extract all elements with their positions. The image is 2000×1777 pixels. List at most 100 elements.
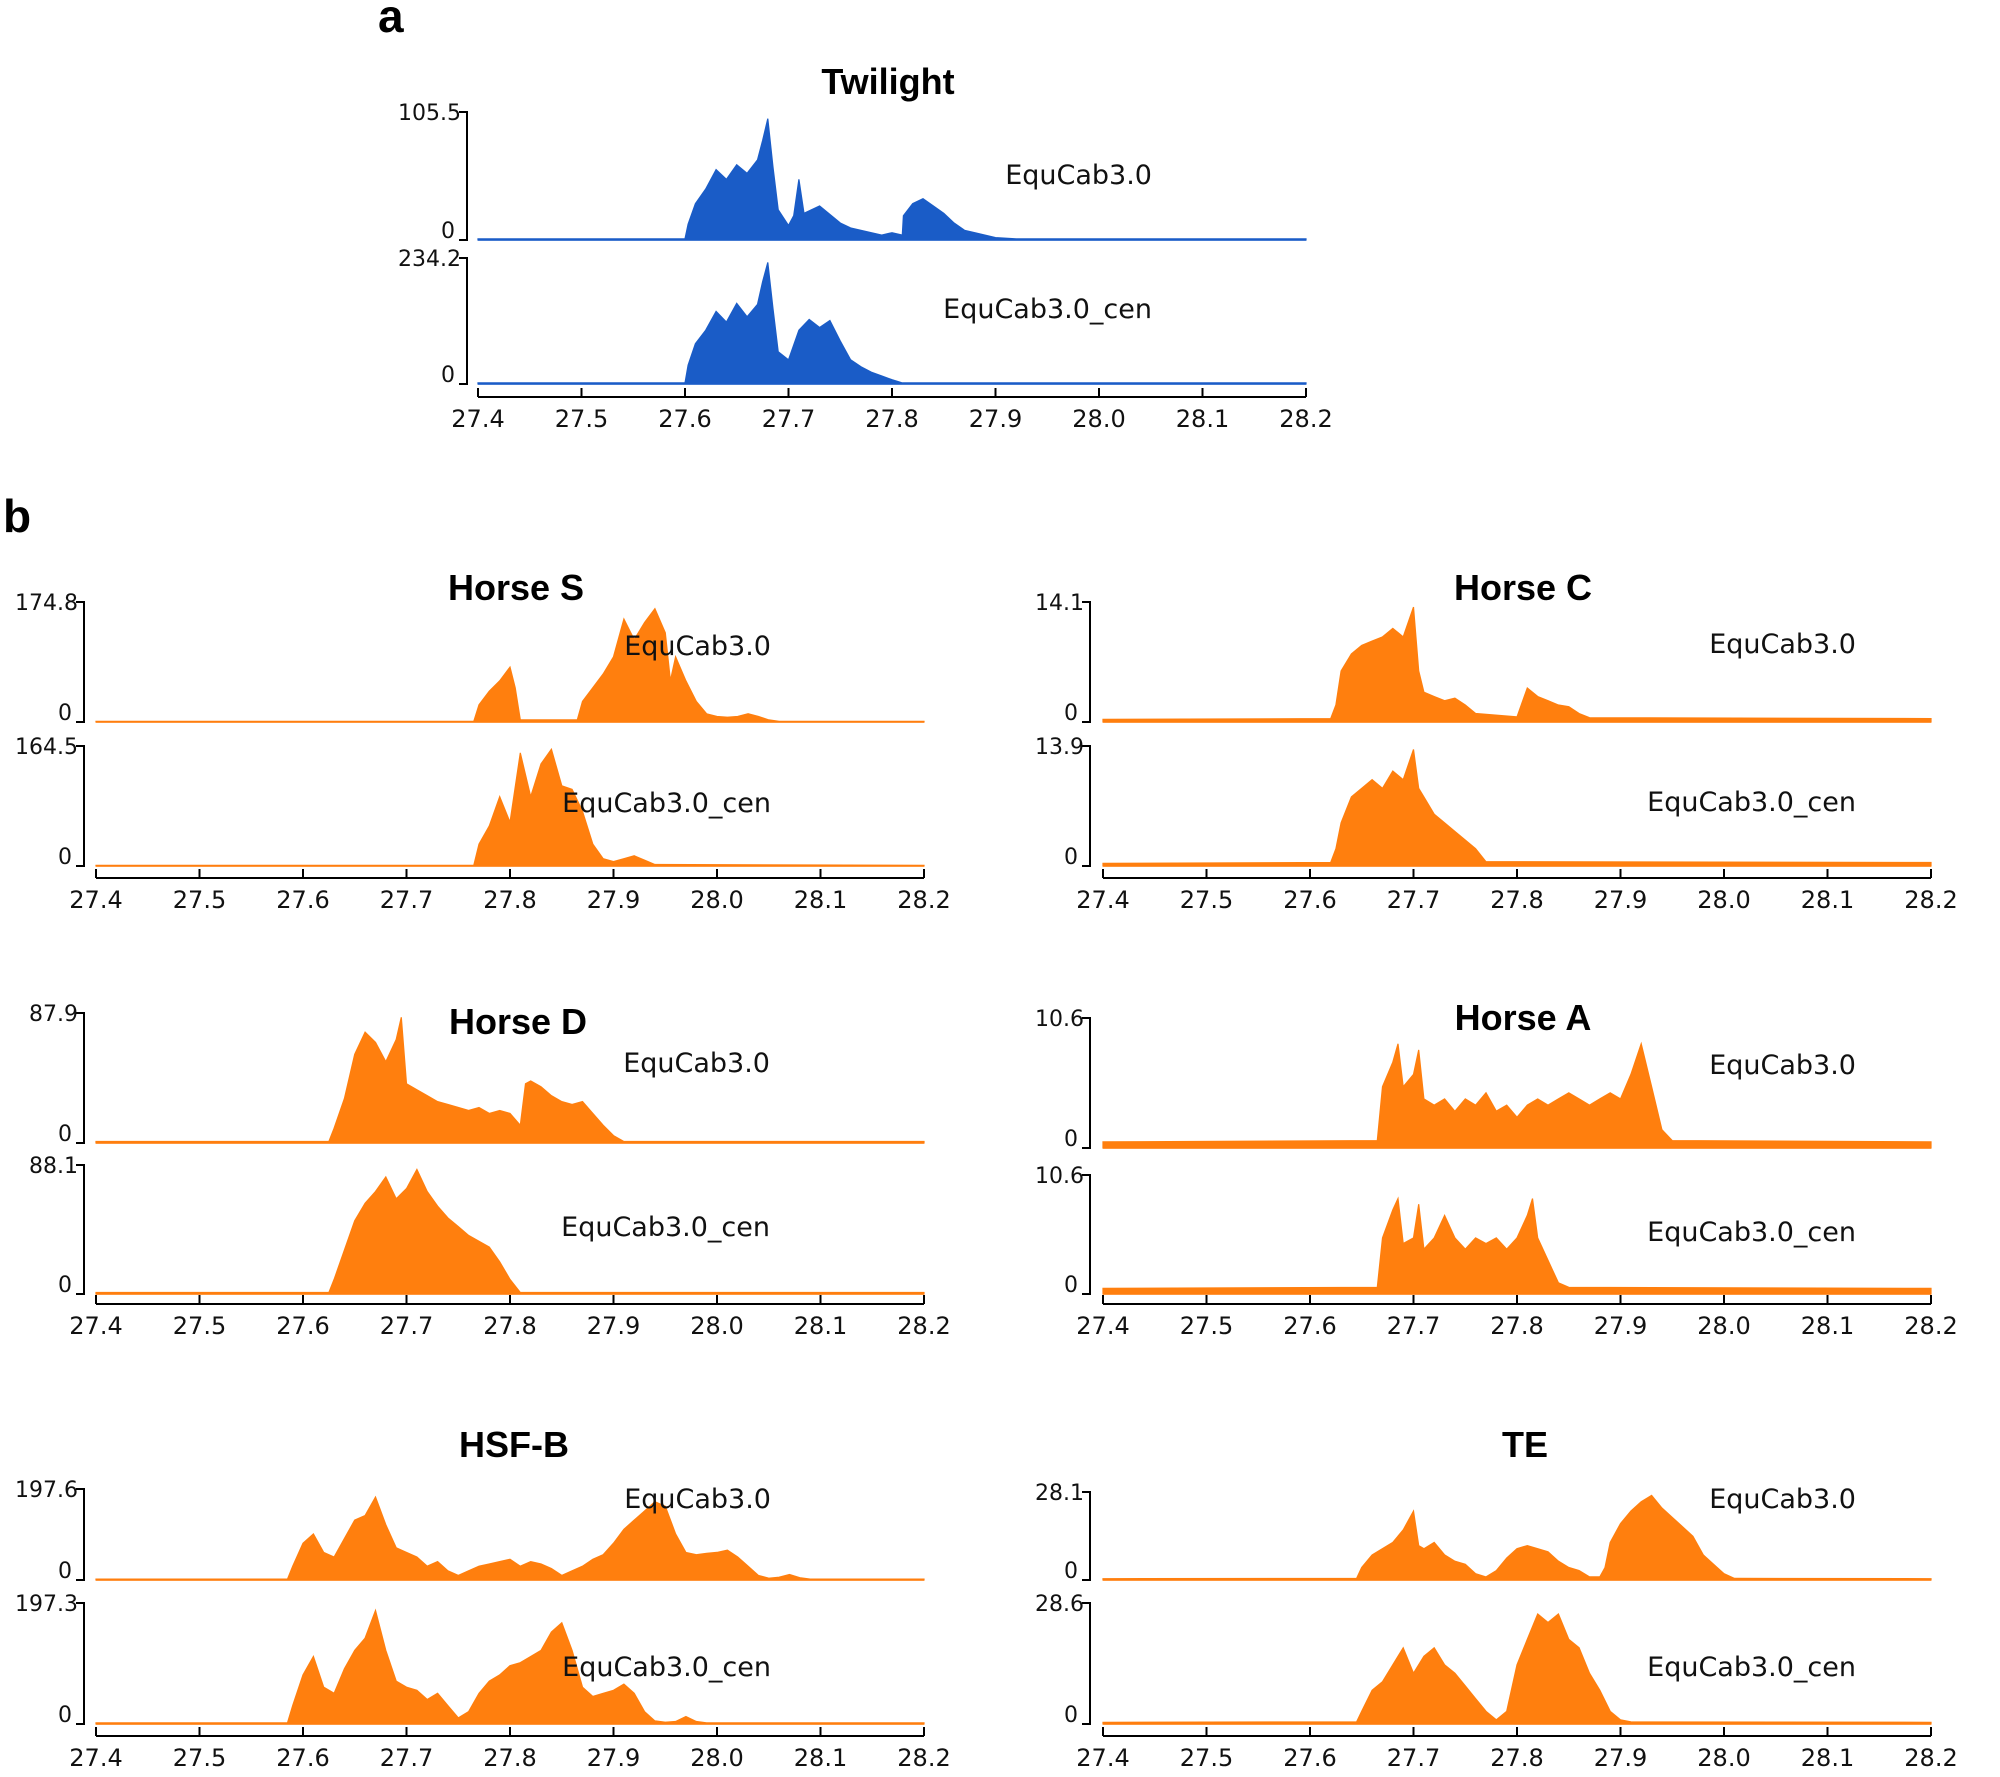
track-label: EquCab3.0_cen (562, 788, 771, 819)
chart-horse-s: Horse S 174.8 0 EquCab3.0 164.5 0 EquCab3.0_ce… (15, 567, 951, 914)
x-tick-label: 27.8 (1490, 886, 1543, 914)
x-tick-label: 27.7 (762, 405, 815, 433)
coverage-area (95, 1017, 925, 1144)
track-label: EquCab3.0_cen (943, 294, 1152, 325)
y-min-label: 0 (1064, 1559, 1078, 1584)
y-max-label: 88.1 (29, 1154, 78, 1179)
track-equcab3-0-cen: 13.9 0 EquCab3.0_cen (1035, 735, 1932, 870)
x-tick-label: 28.0 (690, 1312, 743, 1340)
y-axis (1082, 1174, 1091, 1295)
x-tick-label: 28.0 (1072, 405, 1125, 433)
coverage-area (1102, 1196, 1932, 1295)
x-tick-label: 27.7 (1387, 1744, 1440, 1772)
x-tick-label: 27.6 (276, 886, 329, 914)
track-equcab3-0-cen: 88.1 0 EquCab3.0_cen (29, 1154, 925, 1298)
x-tick-label: 27.6 (276, 1312, 329, 1340)
chart-title: HSF-B (459, 1424, 569, 1465)
chart-title: Horse C (1454, 567, 1592, 608)
x-tick-label: 28.2 (1279, 405, 1332, 433)
x-tick-label: 27.4 (69, 886, 122, 914)
y-axis (76, 1488, 85, 1581)
y-axis (1082, 1017, 1091, 1149)
track-equcab3-0: 28.1 0 EquCab3.0 (1035, 1481, 1932, 1584)
y-axis (76, 1012, 85, 1144)
x-tick-label: 27.8 (865, 405, 918, 433)
x-tick-label: 27.5 (173, 1312, 226, 1340)
y-min-label: 0 (1064, 1127, 1078, 1152)
track-equcab3-0-cen: 28.6 0 EquCab3.0_cen (1035, 1592, 1932, 1728)
y-axis (459, 257, 468, 385)
x-tick-label: 27.4 (69, 1312, 122, 1340)
y-axis (76, 1164, 85, 1295)
x-tick-label: 28.2 (897, 1312, 950, 1340)
x-tick-label: 27.5 (173, 1744, 226, 1772)
x-axis: 27.4 27.5 27.6 27.7 27.8 27.9 28.0 28.1 28.2 (451, 388, 1333, 433)
x-tick-label: 27.7 (380, 1744, 433, 1772)
x-tick-label: 28.1 (1176, 405, 1229, 433)
panel-letter-b: b (3, 490, 31, 542)
x-tick-label: 28.2 (1904, 1312, 1957, 1340)
x-tick-label: 27.8 (1490, 1744, 1543, 1772)
track-label: EquCab3.0_cen (562, 1652, 771, 1683)
x-axis: 27.4 27.5 27.6 27.7 27.8 27.9 28.0 28.1 28.2 (69, 1727, 951, 1772)
x-tick-label: 28.1 (1801, 1312, 1854, 1340)
y-axis (459, 111, 468, 241)
x-tick-label: 28.1 (794, 886, 847, 914)
track-label: EquCab3.0 (623, 1048, 770, 1079)
x-tick-label: 27.5 (1180, 1312, 1233, 1340)
y-axis (76, 1602, 85, 1725)
track-label: EquCab3.0_cen (561, 1212, 770, 1243)
y-max-label: 197.3 (15, 1592, 78, 1617)
track-label: EquCab3.0_cen (1647, 1217, 1856, 1248)
coverage-area (477, 262, 1307, 385)
chart-twilight: Twilight 105.5 0 EquCab3.0 234.2 0 EquCab3.0_c… (398, 61, 1333, 433)
y-max-label: 13.9 (1035, 735, 1084, 760)
y-min-label: 0 (1064, 1703, 1078, 1728)
chart-title: Horse A (1455, 997, 1592, 1038)
coverage-area (95, 607, 925, 723)
x-tick-label: 27.6 (658, 405, 711, 433)
y-max-label: 28.6 (1035, 1592, 1084, 1617)
x-tick-label: 27.6 (1283, 1744, 1336, 1772)
x-tick-label: 27.9 (969, 405, 1022, 433)
charts-container: Twilight 105.5 0 EquCab3.0 234.2 0 EquCab3.0_c… (15, 61, 1958, 1772)
x-tick-label: 27.5 (1180, 886, 1233, 914)
y-axis (1082, 1491, 1091, 1581)
track-equcab3-0-cen: 197.3 0 EquCab3.0_cen (15, 1592, 925, 1728)
x-tick-label: 28.1 (794, 1312, 847, 1340)
y-max-label: 164.5 (15, 735, 78, 760)
x-tick-label: 27.5 (1180, 1744, 1233, 1772)
coverage-area (1102, 749, 1932, 867)
track-equcab3-0-cen: 234.2 0 EquCab3.0_cen (398, 247, 1307, 388)
x-tick-label: 28.0 (690, 1744, 743, 1772)
x-tick-label: 27.4 (1076, 1312, 1129, 1340)
y-min-label: 0 (58, 1559, 72, 1584)
x-tick-label: 27.9 (587, 886, 640, 914)
x-tick-label: 27.6 (1283, 886, 1336, 914)
x-axis: 27.4 27.5 27.6 27.7 27.8 27.9 28.0 28.1 28.2 (1076, 1295, 1958, 1340)
y-max-label: 10.6 (1035, 1164, 1084, 1189)
x-tick-label: 27.7 (1387, 1312, 1440, 1340)
chart-horse-c: Horse C 14.1 0 EquCab3.0 13.9 0 EquCab3.0_cen 2… (1035, 567, 1958, 914)
x-axis: 27.4 27.5 27.6 27.7 27.8 27.9 28.0 28.1 28.2 (1076, 1727, 1958, 1772)
coverage-area (95, 747, 925, 867)
x-tick-label: 28.2 (897, 886, 950, 914)
x-tick-label: 28.0 (1697, 1312, 1750, 1340)
chart-hsf-b: HSF-B 197.6 0 EquCab3.0 197.3 0 EquCab3.0_cen 2… (15, 1424, 951, 1772)
y-min-label: 0 (1064, 701, 1078, 726)
x-tick-label: 28.2 (1904, 886, 1957, 914)
y-min-label: 0 (58, 845, 72, 870)
x-tick-label: 27.7 (1387, 886, 1440, 914)
y-axis (76, 601, 85, 723)
track-label: EquCab3.0 (1709, 629, 1856, 660)
track-equcab3-0: 197.6 0 EquCab3.0 (15, 1478, 925, 1584)
coverage-area (95, 1608, 925, 1725)
y-max-label: 87.9 (29, 1002, 78, 1027)
track-equcab3-0: 10.6 0 EquCab3.0 (1035, 1007, 1932, 1152)
x-tick-label: 27.9 (587, 1744, 640, 1772)
coverage-area (1102, 1494, 1932, 1581)
x-tick-label: 27.8 (483, 1744, 536, 1772)
chart-title: Twilight (821, 61, 954, 102)
x-tick-label: 28.2 (897, 1744, 950, 1772)
y-max-label: 14.1 (1035, 591, 1084, 616)
